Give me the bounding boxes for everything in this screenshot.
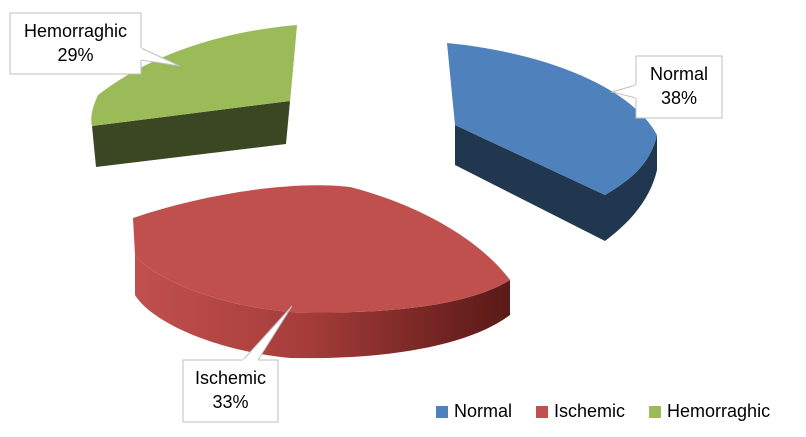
slice-ischemic-top <box>133 185 510 313</box>
slice-ischemic <box>133 185 510 359</box>
callout-box <box>635 55 723 119</box>
legend-swatch-hemorraghic <box>649 405 662 418</box>
data-label-normal: Normal 38% <box>610 55 723 119</box>
data-label-normal-name: Normal <box>650 64 708 84</box>
slice-normal-top <box>447 43 657 195</box>
slice-hemorraghic-side <box>92 101 290 167</box>
legend-item-hemorraghic: Hemorraghic <box>649 401 770 422</box>
data-label-hemorraghic-name: Hemorraghic <box>24 21 127 41</box>
legend-label-ischemic: Ischemic <box>554 401 626 421</box>
legend-swatch-normal <box>436 405 448 418</box>
slice-normal <box>447 43 657 241</box>
legend-item-normal: Normal <box>436 401 512 422</box>
legend-item-ischemic: Ischemic <box>536 401 625 422</box>
data-label-ischemic-value: 33% <box>212 392 248 412</box>
legend-label-normal: Normal <box>454 401 513 421</box>
legend-swatch-ischemic <box>536 405 549 418</box>
legend-label-hemorraghic: Hemorraghic <box>667 401 771 421</box>
data-label-normal-value: 38% <box>661 88 697 108</box>
slice-hemorraghic <box>91 25 297 167</box>
data-label-hemorraghic: Hemorraghic 29% <box>9 12 181 75</box>
slice-normal-side <box>455 125 657 241</box>
data-label-hemorraghic-value: 29% <box>57 45 93 65</box>
data-label-ischemic-name: Ischemic <box>195 368 266 388</box>
slice-hemorraghic-top <box>91 25 297 126</box>
data-label-ischemic: Ischemic 33% <box>182 305 293 423</box>
callout-box <box>9 12 142 75</box>
chart-legend: Normal Ischemic Hemorraghic <box>436 401 770 422</box>
callout-box <box>182 359 279 423</box>
slice-ischemic-side <box>135 255 510 359</box>
